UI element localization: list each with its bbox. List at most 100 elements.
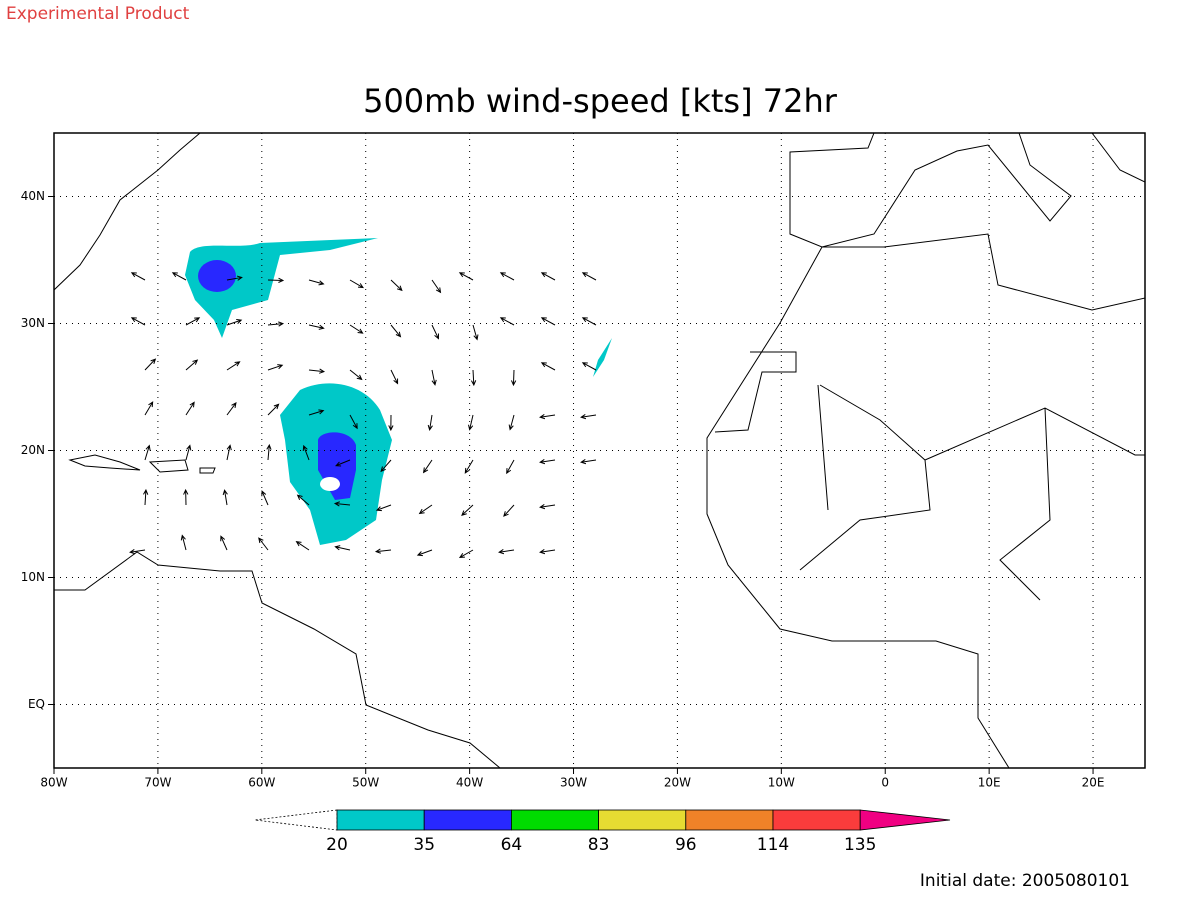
wind-arrow	[349, 324, 364, 334]
x-tick-label: 10E	[978, 776, 1001, 790]
wind-arrow	[510, 369, 517, 387]
colorbar: 20 35 64 83 96 114 135	[254, 809, 951, 855]
colorbar-label: 114	[757, 835, 789, 855]
coastline	[68, 454, 216, 474]
wind-arrow	[498, 549, 515, 555]
x-tick-label: 80W	[40, 776, 67, 790]
wind-arrow	[540, 362, 556, 371]
wind-arrow	[129, 549, 146, 555]
wind-arrow	[375, 504, 392, 512]
y-tick-label: 10N	[21, 570, 45, 584]
wind-arrow	[390, 369, 399, 385]
wind-arrow	[143, 488, 149, 506]
colorbar-segment	[598, 809, 687, 831]
wind-arrow	[185, 317, 201, 326]
border	[714, 351, 1145, 601]
wind-arrow	[508, 414, 515, 431]
wind-arrow	[388, 414, 394, 432]
shade-area	[198, 260, 236, 292]
wind-arrow	[171, 272, 187, 281]
coastline	[54, 133, 201, 291]
colorbar-label: 20	[326, 835, 348, 855]
wind-arrow	[464, 459, 474, 474]
grid: 80W 70W 60W 50W 40W 30W 20W 10W 0 10E 20E EQ 10N 20N 3…	[21, 133, 1145, 790]
map-title: 500mb wind-speed [kts] 72hr	[363, 82, 838, 120]
wind-arrow	[267, 403, 280, 416]
initial-date: Initial date: 2005080101	[920, 871, 1130, 891]
wind-arrow	[390, 279, 403, 292]
colorbar-segment	[336, 809, 425, 831]
wind-arrow	[581, 272, 597, 281]
x-tick-label: 20W	[664, 776, 691, 790]
wind-arrow	[470, 369, 477, 387]
wind-arrow	[458, 549, 474, 558]
wind-arrow	[539, 549, 556, 555]
wind-arrow	[183, 488, 189, 506]
wind-arrow	[267, 321, 285, 327]
wind-arrow	[461, 504, 474, 516]
x-tick-label: 40W	[456, 776, 483, 790]
colorbar-segment	[685, 809, 774, 831]
shade-area	[185, 238, 378, 338]
wind-arrow	[144, 358, 157, 371]
wind-arrow	[427, 414, 433, 431]
wind-arrow	[185, 401, 195, 416]
x-tick-label: 0	[881, 776, 889, 790]
wind-arrow	[380, 459, 392, 473]
wind-arrow	[581, 317, 597, 326]
wind-arrow	[458, 272, 474, 281]
colorbar-segment	[254, 809, 338, 831]
colorbar-label: 135	[844, 835, 876, 855]
wind-arrow	[499, 272, 515, 281]
wind-arrow	[431, 279, 442, 294]
x-tick-label: 30W	[560, 776, 587, 790]
wind-arrow	[180, 534, 187, 551]
wind-arrow	[374, 548, 392, 554]
wind-arrow	[333, 501, 351, 507]
colorbar-segment	[423, 809, 512, 831]
coastline	[706, 233, 1145, 768]
wind-arrow	[185, 444, 192, 461]
wind-arrow	[267, 364, 284, 371]
wind-arrow	[422, 459, 433, 474]
wind-arrow	[302, 444, 310, 461]
x-tick-label: 50W	[352, 776, 379, 790]
wind-arrow	[540, 272, 556, 281]
wind-arrow	[539, 414, 556, 420]
wind-arrow	[468, 414, 474, 431]
wind-arrow	[472, 324, 479, 341]
wind-arrow	[226, 319, 243, 326]
colorbar-segment	[772, 809, 861, 831]
wind-arrow	[296, 494, 310, 506]
product-note: Experimental Product	[6, 4, 190, 24]
y-tick-label: 40N	[21, 189, 45, 203]
wind-arrow	[335, 459, 351, 467]
wind-arrow	[390, 324, 402, 338]
wind-arrow	[349, 414, 358, 430]
y-tick-label: EQ	[28, 697, 45, 711]
wind-arrow	[267, 277, 285, 283]
x-tick-label: 10W	[768, 776, 795, 790]
wind-arrow	[144, 444, 151, 461]
wind-arrow	[580, 414, 597, 420]
wind-arrow	[539, 459, 556, 465]
wind-arrow	[431, 369, 437, 386]
wind-arrow	[295, 541, 310, 551]
wind-arrow	[580, 459, 597, 465]
wind-arrow	[185, 359, 199, 371]
wind-arrow	[226, 361, 241, 371]
y-tick-label: 30N	[21, 316, 45, 330]
colorbar-label: 35	[413, 835, 435, 855]
colorbar-segment	[859, 809, 951, 831]
x-tick-label: 60W	[248, 776, 275, 790]
wind-arrow	[308, 368, 326, 374]
wind-arrow	[539, 504, 556, 510]
wind-arrow	[308, 279, 325, 286]
wind-arrow	[431, 324, 439, 340]
wind-arrow	[503, 504, 515, 517]
wind-arrow	[226, 444, 232, 461]
colorbar-label: 96	[675, 835, 697, 855]
wind-arrow	[258, 537, 269, 551]
wind-arrow	[349, 279, 364, 289]
